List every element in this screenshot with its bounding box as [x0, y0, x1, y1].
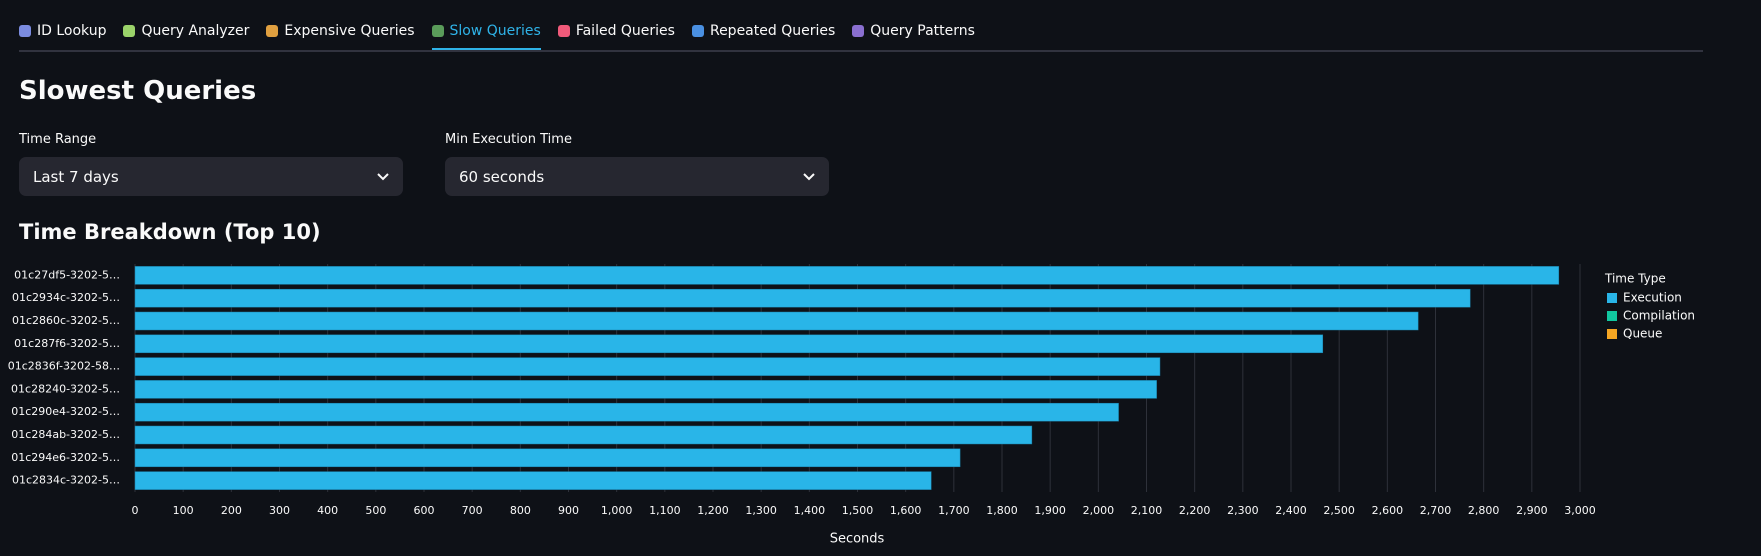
- x-tick-label: 900: [558, 504, 579, 517]
- x-tick-label: 1,300: [745, 504, 777, 517]
- bar: [134, 288, 1471, 308]
- x-tick-label: 3,000: [1564, 504, 1596, 517]
- bar: [134, 380, 1157, 399]
- x-tick-label: 1,200: [697, 504, 729, 517]
- tab-label: Expensive Queries: [284, 23, 415, 39]
- legend-swatch: [1607, 293, 1617, 303]
- tab-label: ID Lookup: [37, 23, 107, 39]
- y-tick-label: 01c2860c-3202-5…: [12, 314, 120, 327]
- x-tick-label: 0: [132, 504, 139, 517]
- x-tick-label: 2,300: [1227, 504, 1259, 517]
- legend-swatch: [1607, 329, 1617, 339]
- tab[interactable]: Repeated Queries: [691, 16, 836, 48]
- y-tick-label: 01c28240-3202-5…: [11, 382, 120, 395]
- y-tick-label: 01c27df5-3202-5…: [14, 268, 120, 281]
- tab[interactable]: Failed Queries: [557, 16, 675, 48]
- x-tick-label: 2,500: [1323, 504, 1355, 517]
- chart: Time Type Seconds 0 100 200 300 400 500 600 700…: [8, 264, 1695, 547]
- select[interactable]: 60 seconds: [445, 157, 829, 196]
- bar: [134, 334, 1324, 354]
- select-value: Last 7 days: [33, 167, 119, 186]
- tab[interactable]: ID Lookup: [19, 16, 106, 48]
- x-tick-label: 500: [365, 504, 386, 517]
- legend-label: Compilation: [1623, 309, 1695, 323]
- filter-label: Min Execution Time: [445, 132, 572, 147]
- x-tick-label: 2,400: [1275, 504, 1307, 517]
- x-tick-label: 1,800: [986, 504, 1018, 517]
- tab[interactable]: Query Patterns: [852, 16, 975, 48]
- x-tick-label: 2,200: [1179, 504, 1211, 517]
- x-tick-label: 400: [317, 504, 338, 517]
- legend-label: Queue: [1623, 327, 1662, 341]
- section-title: Time Breakdown (Top 10): [19, 220, 321, 244]
- legend-label: Execution: [1623, 291, 1682, 305]
- x-tick-label: 2,800: [1468, 504, 1500, 517]
- legend-title: Time Type: [1604, 272, 1666, 286]
- x-tick-label: 1,700: [938, 504, 970, 517]
- y-tick-label: 01c290e4-3202-5…: [11, 405, 120, 418]
- y-tick-label: 01c2934c-3202-5…: [12, 291, 120, 304]
- tab-label: Query Patterns: [870, 23, 975, 39]
- tab[interactable]: Slow Queries: [431, 16, 541, 50]
- legend-swatch: [1607, 311, 1617, 321]
- x-tick-label: 1,500: [842, 504, 874, 517]
- tab-bar: ID Lookup Query Analyzer Expensive Queri…: [19, 16, 1703, 52]
- y-tick-label: 01c2834c-3202-5…: [12, 474, 120, 487]
- x-tick-label: 700: [462, 504, 483, 517]
- x-tick-label: 1,000: [601, 504, 633, 517]
- tab-label: Repeated Queries: [709, 23, 836, 39]
- x-tick-label: 1,100: [649, 504, 681, 517]
- select[interactable]: Last 7 days: [19, 157, 403, 196]
- filter-label: Time Range: [19, 132, 97, 147]
- x-tick-label: 600: [414, 504, 435, 517]
- chevron: [803, 172, 815, 180]
- bar: [134, 266, 1560, 285]
- chevron: [377, 172, 389, 180]
- bar: [134, 448, 961, 468]
- y-tick-label: 01c284ab-3202-5…: [11, 428, 120, 441]
- x-tick-label: 2,700: [1420, 504, 1452, 517]
- bar: [134, 402, 1119, 422]
- x-tick-label: 1,600: [890, 504, 922, 517]
- x-tick-label: 2,000: [1083, 504, 1115, 517]
- x-tick-label: 1,900: [1034, 504, 1066, 517]
- x-tick-label: 2,900: [1516, 504, 1548, 517]
- bar: [134, 357, 1161, 376]
- x-tick-label: 2,100: [1131, 504, 1163, 517]
- tab-label: Query Analyzer: [141, 23, 250, 39]
- y-tick-label: 01c2836f-3202-58…: [8, 360, 120, 373]
- x-tick-label: 2,600: [1372, 504, 1404, 517]
- x-tick-label: 1,400: [794, 504, 826, 517]
- tab-label: Failed Queries: [575, 23, 675, 39]
- x-axis-title: Seconds: [830, 532, 885, 547]
- x-tick-label: 300: [269, 504, 290, 517]
- tab-label: Slow Queries: [449, 23, 541, 39]
- x-tick-label: 800: [510, 504, 531, 517]
- tab[interactable]: Query Analyzer: [123, 16, 249, 48]
- x-tick-label: 200: [221, 504, 242, 517]
- y-tick-label: 01c287f6-3202-5…: [14, 337, 120, 350]
- x-tick-label: 100: [173, 504, 194, 517]
- y-tick-label: 01c294e6-3202-5…: [11, 451, 120, 464]
- bar: [134, 311, 1419, 331]
- bar: [134, 471, 932, 490]
- bar: [134, 425, 1033, 445]
- select-value: 60 seconds: [459, 167, 545, 186]
- tab[interactable]: Expensive Queries: [266, 16, 415, 48]
- page-title: Slowest Queries: [19, 76, 257, 106]
